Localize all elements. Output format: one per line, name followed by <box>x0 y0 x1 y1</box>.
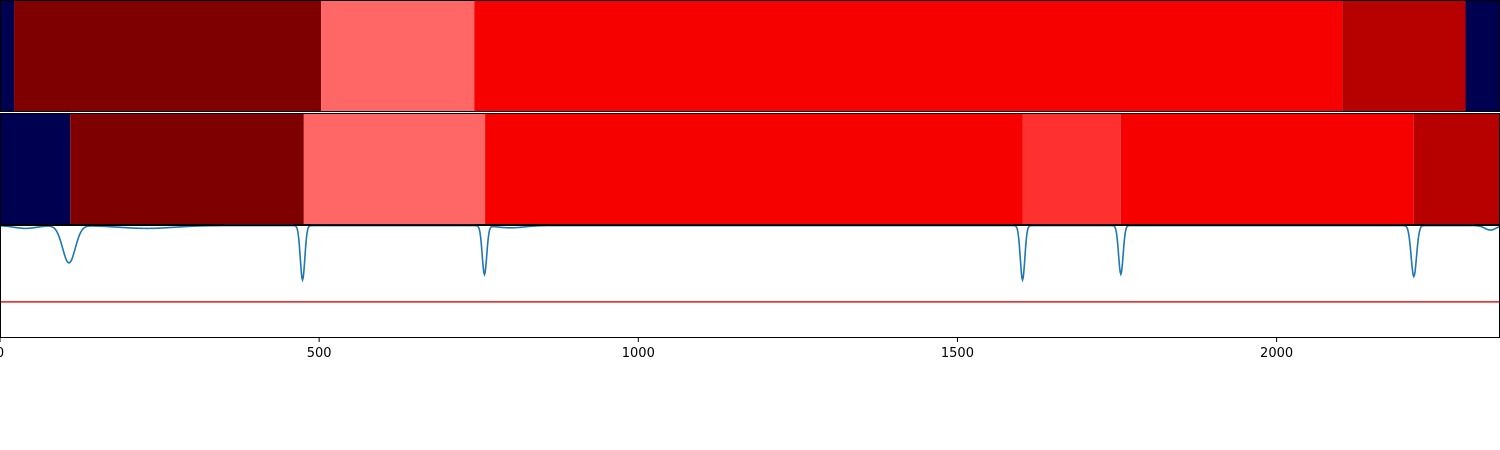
segment-5 <box>1342 0 1466 112</box>
segment-3 <box>321 0 475 112</box>
segmentation-top-panel <box>0 0 1500 112</box>
segment-3 <box>303 113 486 225</box>
score-curve-panel: 0 500 1000 1500 2000 <box>0 224 1500 361</box>
x-tick-label: 0 <box>0 346 4 361</box>
score-plot-background <box>0 225 1500 338</box>
segment-4 <box>485 113 1023 225</box>
segment-1 <box>0 113 71 225</box>
segment-5 <box>1022 113 1121 225</box>
segment-4 <box>474 0 1343 112</box>
x-axis: 0 500 1000 1500 2000 <box>0 338 1293 361</box>
x-tick-label: 2000 <box>1260 346 1293 361</box>
x-tick-label: 1000 <box>622 346 655 361</box>
segment-6 <box>1120 113 1414 225</box>
segment-6 <box>1465 0 1500 112</box>
segment-2 <box>14 0 322 112</box>
x-tick-label: 500 <box>307 346 332 361</box>
segment-7 <box>1413 113 1500 225</box>
segment-1 <box>0 0 15 112</box>
segment-2 <box>70 113 304 225</box>
segmentation-bottom-panel <box>0 113 1500 225</box>
x-tick-label: 1500 <box>941 346 974 361</box>
